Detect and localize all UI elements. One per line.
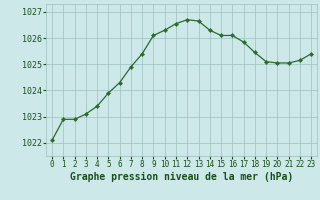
X-axis label: Graphe pression niveau de la mer (hPa): Graphe pression niveau de la mer (hPa): [70, 172, 293, 182]
